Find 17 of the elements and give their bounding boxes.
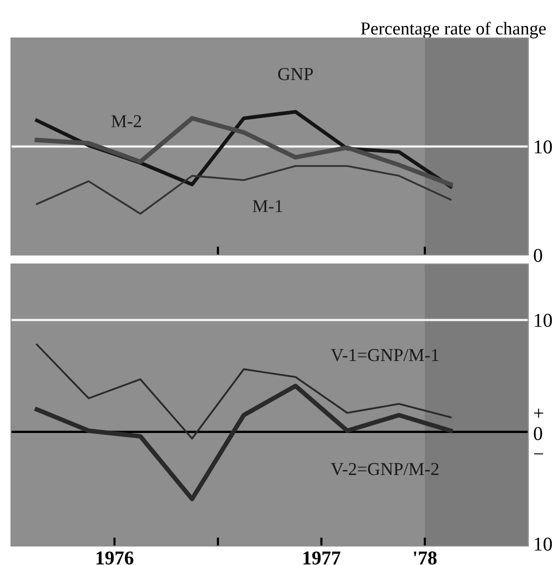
y-axis-title: Percentage rate of change [360, 22, 546, 38]
x-tick-label: '78 [414, 551, 437, 565]
y-tick-label: + 0 − [534, 408, 544, 454]
y-tick-label: 0 [534, 248, 542, 262]
y-tick-label: 10 [534, 140, 552, 154]
x-tick-label: 1976 [96, 551, 134, 565]
y-tick-label: 10 [534, 314, 552, 327]
x-tick-label: 1977 [303, 551, 340, 565]
line-series [36, 344, 452, 440]
line-series [36, 165, 452, 215]
y-tick-label: 10 [534, 538, 552, 551]
series-label: M-1 [252, 200, 282, 212]
series-label: V-2=GNP/M-2 [330, 463, 438, 476]
series-label: V-1=GNP/M-1 [330, 349, 438, 362]
line-series [34, 384, 453, 502]
series-label: M-2 [111, 115, 142, 128]
series-label: GNP [278, 68, 313, 80]
